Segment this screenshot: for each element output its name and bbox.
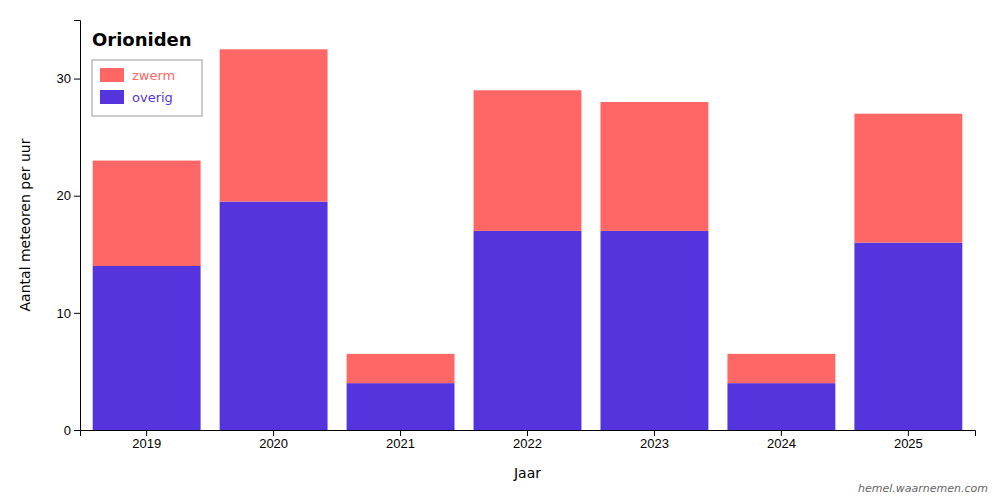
bar	[93, 266, 201, 430]
tick-label: 2020	[259, 436, 288, 451]
tick-label: 2025	[894, 436, 923, 451]
legend-label: overig	[132, 90, 173, 105]
bars	[93, 49, 963, 430]
bar	[727, 383, 835, 430]
legend-item: overig	[100, 90, 173, 105]
bar	[347, 383, 455, 430]
series-bars	[93, 49, 963, 383]
tick-mark	[781, 430, 782, 436]
tick-mark	[527, 430, 528, 436]
series-bars	[93, 202, 963, 430]
tick: 2025	[894, 430, 923, 451]
tick-label: 2022	[513, 436, 542, 451]
tick: 2019	[132, 430, 161, 451]
tick: 2021	[386, 430, 415, 451]
bar	[474, 90, 582, 231]
annotation: hemel.waarnemen.com	[858, 482, 988, 495]
tick-mark	[74, 196, 80, 197]
tick-label: 2024	[767, 436, 796, 451]
bar	[854, 243, 962, 430]
tick-label: 10	[57, 306, 71, 321]
axis-line	[74, 21, 81, 431]
tick-mark	[273, 430, 274, 436]
tick-label: 2021	[386, 436, 415, 451]
tick-mark	[400, 430, 401, 436]
axis-line	[81, 431, 976, 437]
legend: zwerm overig	[92, 60, 202, 116]
tick-mark	[908, 430, 909, 436]
bar	[93, 161, 201, 266]
tick: 2020	[259, 430, 288, 451]
legend-swatch	[100, 68, 124, 82]
title: Orioniden	[92, 29, 192, 50]
tick: 20	[57, 188, 80, 203]
tick-label: 30	[57, 71, 71, 86]
tick-label: 2019	[132, 436, 161, 451]
tick-label: 2023	[640, 436, 669, 451]
y-axis: 0 10 20 30	[57, 21, 81, 438]
tick: 0	[64, 423, 80, 438]
tick-label: 0	[64, 423, 71, 438]
legend-frame	[92, 60, 202, 116]
bar	[600, 231, 708, 430]
tick: 10	[57, 306, 80, 321]
legend-swatch	[100, 90, 124, 104]
x-axis-title: Jaar	[513, 465, 541, 481]
tick-mark	[74, 313, 80, 314]
tick-mark	[74, 430, 80, 431]
bar	[220, 49, 328, 201]
tick: 2024	[767, 430, 796, 451]
chart: 2019 2020 2021 2022 2023 2024 2025 0 10 20 30 Jaar A…	[0, 0, 1000, 500]
bar	[347, 354, 455, 383]
x-axis: 2019 2020 2021 2022 2023 2024 2025	[81, 430, 976, 451]
bar	[854, 114, 962, 243]
legend-label: zwerm	[132, 68, 175, 83]
tick: 2023	[640, 430, 669, 451]
tick-mark	[74, 79, 80, 80]
tick: 30	[57, 71, 80, 86]
legend-item: zwerm	[100, 68, 175, 83]
y-axis-title: Aantal meteoren per uur	[17, 138, 33, 311]
bar	[474, 231, 582, 430]
tick-mark	[146, 430, 147, 436]
tick: 2022	[513, 430, 542, 451]
bar	[600, 102, 708, 231]
bar	[220, 202, 328, 430]
bar	[727, 354, 835, 383]
tick-label: 20	[57, 188, 71, 203]
tick-mark	[654, 430, 655, 436]
